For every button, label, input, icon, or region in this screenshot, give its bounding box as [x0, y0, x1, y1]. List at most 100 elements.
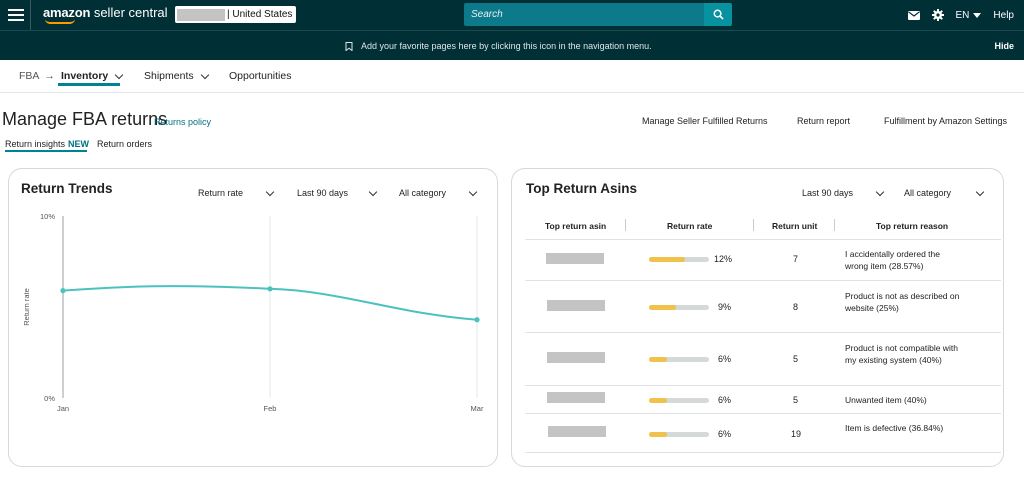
store-name-redacted — [177, 8, 225, 21]
row-divider — [525, 280, 1001, 281]
logo-smile-icon — [45, 19, 75, 24]
breadcrumb-fba-label: FBA — [19, 70, 40, 82]
language-label: EN — [955, 9, 970, 21]
asin-redacted — [546, 253, 604, 264]
mail-icon[interactable] — [907, 10, 920, 20]
row-divider — [525, 332, 1001, 333]
y-tick-label: 10% — [40, 212, 55, 221]
hide-button[interactable]: Hide — [994, 41, 1014, 51]
bookmark-message-text: Add your favorite pages here by clicking… — [361, 41, 652, 51]
menu-icon[interactable] — [8, 6, 24, 24]
return-rate-bar-fill — [649, 257, 685, 262]
x-tick-label: Jan — [57, 404, 69, 413]
return-report-link[interactable]: Return report — [797, 116, 851, 126]
series-points — [60, 286, 480, 323]
search-icon — [713, 9, 724, 20]
column-header-return-rate: Return rate — [667, 221, 713, 231]
returns-policy-link[interactable]: Returns policy — [154, 117, 212, 127]
return-unit-value: 5 — [793, 354, 799, 364]
return-rate-bar — [649, 398, 709, 403]
search-placeholder: Search — [471, 9, 503, 20]
x-axis: Jan Feb Mar — [57, 404, 484, 413]
arrow-right-icon: → — [44, 70, 55, 82]
data-point[interactable] — [60, 288, 66, 294]
column-header-asin: Top return asin — [545, 221, 607, 231]
metric-dropdown-label: Return rate — [198, 188, 244, 198]
help-link[interactable]: Help — [993, 9, 1014, 21]
y-axis-label: Return rate — [22, 288, 31, 326]
category-dropdown[interactable]: All category — [399, 187, 478, 198]
caret-down-icon — [973, 12, 982, 18]
seller-central-logo[interactable]: amazon seller central — [43, 5, 168, 24]
manage-seller-fulfilled-returns-link[interactable]: Manage Seller Fulfilled Returns — [642, 116, 768, 126]
bookmark-icon — [345, 41, 353, 51]
x-tick-label: Mar — [471, 404, 484, 413]
row-divider — [525, 452, 1001, 453]
metric-dropdown[interactable]: Return rate — [198, 187, 275, 198]
search-bar[interactable]: Search — [464, 3, 732, 26]
asin-redacted — [547, 392, 605, 403]
return-rate-bar-fill — [649, 305, 676, 310]
bookmark-message: Add your favorite pages here by clicking… — [345, 41, 652, 51]
logo-product: seller central — [93, 5, 168, 20]
nav-inventory-label: Inventory — [61, 70, 109, 82]
chevron-down-icon — [115, 70, 124, 79]
nav-opportunities[interactable]: Opportunities — [229, 70, 291, 82]
sub-navigation: FBA → Inventory Shipments Opportunities — [0, 60, 1024, 93]
period-dropdown[interactable]: Last 90 days — [297, 187, 378, 198]
search-input[interactable]: Search — [464, 3, 704, 26]
column-divider — [625, 219, 626, 231]
asins-period-dropdown[interactable]: Last 90 days — [802, 187, 885, 198]
return-rate-bar-fill — [649, 432, 667, 437]
store-region: | United States — [227, 9, 293, 20]
new-badge: NEW — [68, 139, 90, 149]
nav-shipments-label: Shipments — [144, 70, 194, 82]
top-return-asins-title: Top Return Asins — [526, 181, 637, 196]
return-rate-bar — [649, 357, 709, 362]
asins-category-dropdown-label: All category — [904, 188, 952, 198]
store-selector[interactable]: | United States — [175, 6, 297, 23]
tab-return-insights[interactable]: Return insights NEW — [5, 139, 89, 149]
return-rate-value: 6% — [718, 354, 732, 364]
nav-inventory[interactable]: Inventory — [61, 70, 124, 82]
return-rate-value: 6% — [718, 395, 732, 405]
chart-grid — [62, 216, 478, 398]
row-divider — [525, 385, 1001, 386]
return-unit-value: 5 — [793, 395, 799, 405]
asin-redacted — [548, 426, 606, 437]
period-dropdown-label: Last 90 days — [297, 188, 349, 198]
return-rate-bar — [649, 432, 709, 437]
fba-settings-link[interactable]: Fulfillment by Amazon Settings — [884, 116, 1008, 126]
language-selector[interactable]: EN — [956, 10, 982, 21]
active-tab-underline — [5, 150, 87, 152]
asin-redacted — [547, 352, 605, 363]
return-trends-title: Return Trends — [21, 181, 113, 196]
column-header-return-reason: Top return reason — [876, 221, 949, 231]
asins-category-dropdown[interactable]: All category — [904, 187, 985, 198]
chevron-down-icon — [975, 187, 985, 196]
column-divider — [753, 219, 754, 231]
active-nav-underline — [58, 83, 120, 86]
page-title: Manage FBA returns — [2, 109, 168, 129]
bookmark-bar: Add your favorite pages here by clicking… — [0, 30, 1024, 60]
tab-return-orders[interactable]: Return orders — [97, 139, 153, 149]
return-rate-value: 9% — [718, 302, 732, 312]
return-unit-value: 7 — [793, 254, 799, 264]
breadcrumb-fba[interactable]: FBA → — [19, 70, 55, 82]
divider — [30, 0, 31, 30]
return-trend-chart: 10% 0% Return rate Jan Feb Mar — [22, 212, 484, 413]
asins-period-dropdown-label: Last 90 days — [802, 188, 854, 198]
top-return-reason: Product is not as described on website (… — [845, 291, 960, 313]
return-rate-bar-fill — [649, 398, 667, 403]
data-point[interactable] — [267, 286, 273, 292]
search-button[interactable] — [704, 3, 732, 26]
top-return-asins-card: Top Return Asins Last 90 days All catego… — [511, 168, 1004, 467]
tab-return-insights-label: Return insights — [5, 139, 66, 149]
nav-shipments[interactable]: Shipments — [144, 70, 209, 82]
row-divider — [525, 413, 1001, 414]
return-rate-value: 6% — [718, 429, 732, 439]
data-point[interactable] — [474, 317, 480, 323]
category-dropdown-label: All category — [399, 188, 447, 198]
return-rate-bar-fill — [649, 357, 667, 362]
gear-icon[interactable] — [931, 9, 944, 21]
